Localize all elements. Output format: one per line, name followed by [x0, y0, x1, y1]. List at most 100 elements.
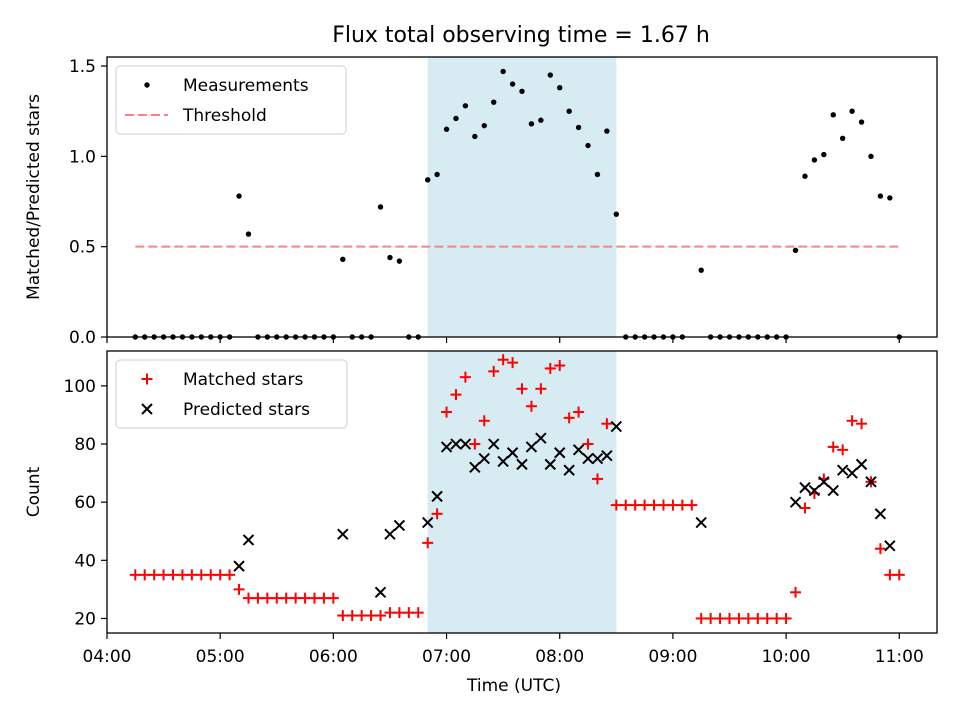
matched-star-marker [167, 569, 179, 581]
predicted-star-marker [865, 476, 877, 488]
x-b [846, 467, 858, 479]
matched-star-marker [799, 502, 811, 514]
matched-star-marker [318, 592, 330, 604]
matched-star-marker [705, 612, 717, 624]
x-b [808, 484, 821, 497]
predicted-star-marker [827, 484, 839, 497]
measurement-point [443, 126, 450, 132]
matched-star-marker [346, 610, 358, 622]
x-axis-label: Time (UTC) [466, 676, 561, 696]
predicted-star-marker [610, 420, 623, 433]
x-tick-label: 04:00 [83, 647, 132, 667]
figure-title: Flux total observing time = 1.67 h [332, 23, 710, 48]
axes-frame [106, 350, 938, 634]
matched-star-marker [299, 592, 311, 604]
y-tick-label: 0.0 [69, 328, 96, 348]
x-b [478, 452, 490, 465]
matched-star-marker [893, 569, 905, 581]
matched-star-marker [846, 415, 858, 427]
x-b [884, 540, 896, 552]
x-b [384, 528, 396, 540]
predicted-star-marker [582, 452, 594, 465]
predicted-star-marker [450, 438, 462, 450]
y-tick-label: 60 [74, 493, 96, 513]
measurement-point [236, 193, 242, 199]
matched-star-marker [535, 383, 547, 395]
matched-star-marker [544, 362, 556, 374]
predicted-star-marker [233, 560, 245, 572]
y-axis-label: Count [24, 466, 44, 517]
x-tick-label: 10:00 [762, 647, 811, 667]
measurement-point [538, 117, 544, 123]
bottom-panel: 20 40 60 80 100 04:00 05:00 06:00 07:00 08:00 09:0… [24, 350, 938, 696]
predicted-star-marker [384, 528, 396, 540]
matched-star-marker [733, 612, 745, 624]
shaded-interval [427, 351, 617, 633]
matched-star-marker [856, 418, 868, 430]
y-tick-label: 20 [74, 609, 96, 629]
matched-star-marker [375, 610, 387, 622]
matched-star-marker [242, 592, 254, 604]
predicted-star-marker [497, 455, 509, 468]
x-tick-label: 05:00 [196, 647, 245, 667]
predicted-star-marker [535, 432, 547, 444]
matched-star-marker [393, 607, 405, 619]
y-axis-label: Matched/Predicted stars [24, 94, 44, 300]
matched-star-marker [261, 592, 273, 604]
matched-star-marker [516, 383, 528, 395]
x-b [440, 441, 453, 453]
matched-star-marker [686, 499, 698, 511]
matched-star-marker [478, 415, 490, 427]
x-b [469, 461, 481, 473]
predicted-star-marker [884, 540, 896, 552]
matched-star-marker [186, 569, 198, 581]
matched-star-marker [695, 612, 707, 624]
matched-star-marker [422, 537, 434, 549]
x-b [337, 528, 349, 540]
measurement-point [877, 193, 884, 199]
predicted-star-marker [695, 516, 707, 529]
x-b [487, 438, 500, 450]
x-tick-label: 08:00 [535, 647, 584, 667]
matched-star-marker [497, 354, 509, 366]
predicted-star-marker [855, 458, 868, 471]
legend: Matched stars Predicted stars [115, 359, 348, 429]
measurement-point [462, 103, 469, 109]
matched-star-marker [176, 569, 188, 581]
x-tick-label: 11:00 [875, 647, 924, 667]
legend-marker-measurements [144, 82, 150, 88]
measurement-point [557, 85, 563, 91]
matched-star-marker [563, 412, 575, 424]
matched-star-marker [205, 569, 217, 581]
measurement-point [821, 151, 827, 158]
predicted-star-marker [874, 508, 887, 520]
predicted-star-marker [459, 438, 472, 450]
predicted-star-marker [431, 490, 443, 503]
x-b [431, 490, 443, 503]
x-b [836, 464, 849, 476]
x-tick-label: 06:00 [309, 647, 358, 667]
measurement-point [604, 128, 610, 134]
matched-star-marker [742, 612, 754, 624]
measurement-point [802, 173, 808, 179]
x-b [554, 447, 566, 459]
x-b [374, 586, 387, 599]
x-b [544, 458, 557, 471]
predicted-star-marker [516, 458, 528, 471]
matched-star-marker [884, 569, 896, 581]
legend-label: Matched stars [183, 370, 303, 390]
x-b [450, 438, 462, 450]
matched-star-marker [356, 610, 368, 622]
x-b [799, 481, 811, 494]
matched-star-marker [384, 607, 396, 619]
measurement-point [613, 211, 620, 217]
predicted-star-marker [421, 516, 434, 529]
measurement-point [434, 171, 440, 178]
matched-star-marker [620, 499, 632, 511]
matched-star-marker [667, 499, 679, 511]
x-b [563, 464, 575, 476]
predicted-star-marker [836, 464, 849, 476]
matched-star-marker [507, 357, 519, 369]
matched-star-marker [214, 569, 226, 581]
